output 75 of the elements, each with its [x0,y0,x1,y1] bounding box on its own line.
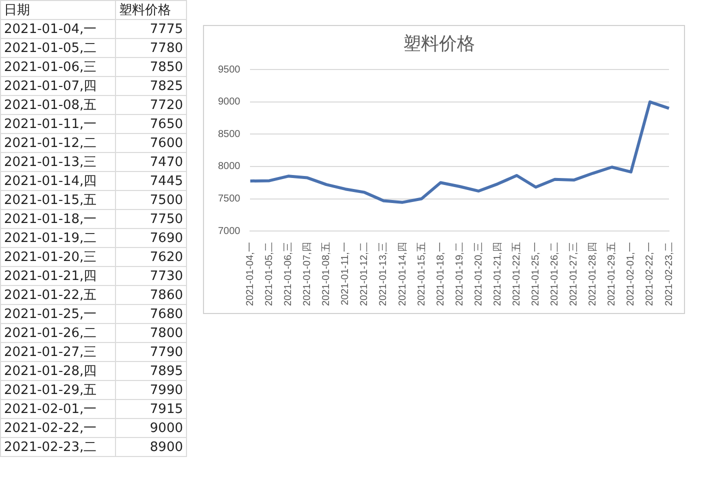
data-label: 7720 [116,96,186,114]
x-tick-label: 2021-01-26,二 [550,242,561,306]
category-label: 2021-01-07,四 [0,76,116,96]
category-label: 2021-01-06,三 [0,58,116,76]
x-tick-label: 2021-01-14,四 [397,242,408,306]
category-label: 2021-01-27,三 [0,342,116,362]
data-label: 7690 [116,228,186,248]
x-tick-label: 2021-01-07,四 [302,242,314,306]
data-label: 7445 [116,172,186,190]
x-tick-label: 2021-01-28,四 [588,242,599,306]
x-tick-label: 2021-01-13,三 [378,242,390,306]
category-label: 2021-01-18,一 [0,210,116,228]
data-label: 7650 [116,114,186,134]
x-tick-label: 2021-01-06,三 [283,242,294,306]
text: 日期 [0,0,116,20]
x-tick-label: 2021-01-12,二 [359,242,370,306]
category-label: 2021-01-14,四 [0,172,116,190]
data-label: 9000 [116,418,186,438]
x-tick-label: 2021-01-15,五 [416,242,428,306]
category-label: 2021-02-23,二 [0,438,116,456]
category-label: 2021-01-25,一 [0,304,116,324]
x-tick-label: 2021-01-25,一 [530,242,542,306]
data-label: 7780 [116,38,186,58]
y-tick-label: 8000 [218,161,241,172]
category-label: 2021-02-22,一 [0,418,116,438]
data-label: 7730 [116,266,186,286]
data-label: 7500 [116,190,186,210]
data-label: 7600 [116,134,186,152]
data-label: 7860 [116,286,186,304]
y-tick-label: 7500 [218,194,241,205]
x-tick-label: 2021-01-22,五 [511,242,522,306]
data-label: 7915 [116,400,186,418]
category-label: 2021-01-29,五 [0,380,116,400]
category-label: 2021-02-01,一 [0,400,116,418]
data-label: 7680 [116,304,186,324]
data-label: 7620 [116,248,186,266]
data-label: 7790 [116,342,186,362]
y-tick-label: 9000 [218,96,241,108]
category-label: 2021-01-08,五 [0,96,116,114]
x-tick-label: 2021-01-18,一 [435,242,446,306]
x-tick-label: 2021-01-29,五 [606,242,618,306]
category-label: 2021-01-15,五 [0,190,116,210]
x-tick-label: 2021-02-22,一 [644,242,656,306]
x-tick-label: 2021-01-04,一 [244,242,256,306]
x-tick-label: 2021-01-11,一 [340,242,352,306]
category-label: 2021-01-26,二 [0,324,116,342]
x-tick-label: 2021-01-27,三 [568,242,580,306]
category-label: 2021-01-04,一 [0,20,116,38]
y-tick-label: 7000 [218,226,241,237]
x-tick-label: 2021-02-23,二 [664,242,675,306]
data-label: 7990 [116,380,186,400]
data-label: 7750 [116,210,186,228]
category-label: 2021-01-19,二 [0,228,116,248]
data-label: 7775 [116,20,186,38]
x-tick-label: 2021-01-08,五 [321,242,332,306]
data-label: 7895 [116,362,186,380]
data-label: 7800 [116,324,186,342]
y-tick-label: 9500 [218,64,241,76]
data-label: 7850 [116,58,186,76]
x-tick-label: 2021-02-01,一 [626,242,637,306]
chart-title: 塑料价格 [403,33,475,54]
y-tick-label: 8500 [218,128,241,140]
category-label: 2021-01-28,四 [0,362,116,380]
data-label: 8900 [116,438,186,456]
x-tick-label: 2021-01-05,二 [264,242,276,306]
x-tick-label: 2021-01-19,二 [454,242,466,306]
category-label: 2021-01-05,二 [0,38,116,58]
data-label: 7470 [116,152,186,172]
x-tick-label: 2021-01-21,四 [492,242,504,306]
category-label: 2021-01-12,二 [0,134,116,152]
category-label: 2021-01-11,一 [0,114,116,134]
data-label: 7825 [116,76,186,96]
category-label: 2021-01-13,三 [0,152,116,172]
x-tick-label: 2021-01-20,三 [473,242,484,306]
text: 塑料价格 [116,0,186,20]
